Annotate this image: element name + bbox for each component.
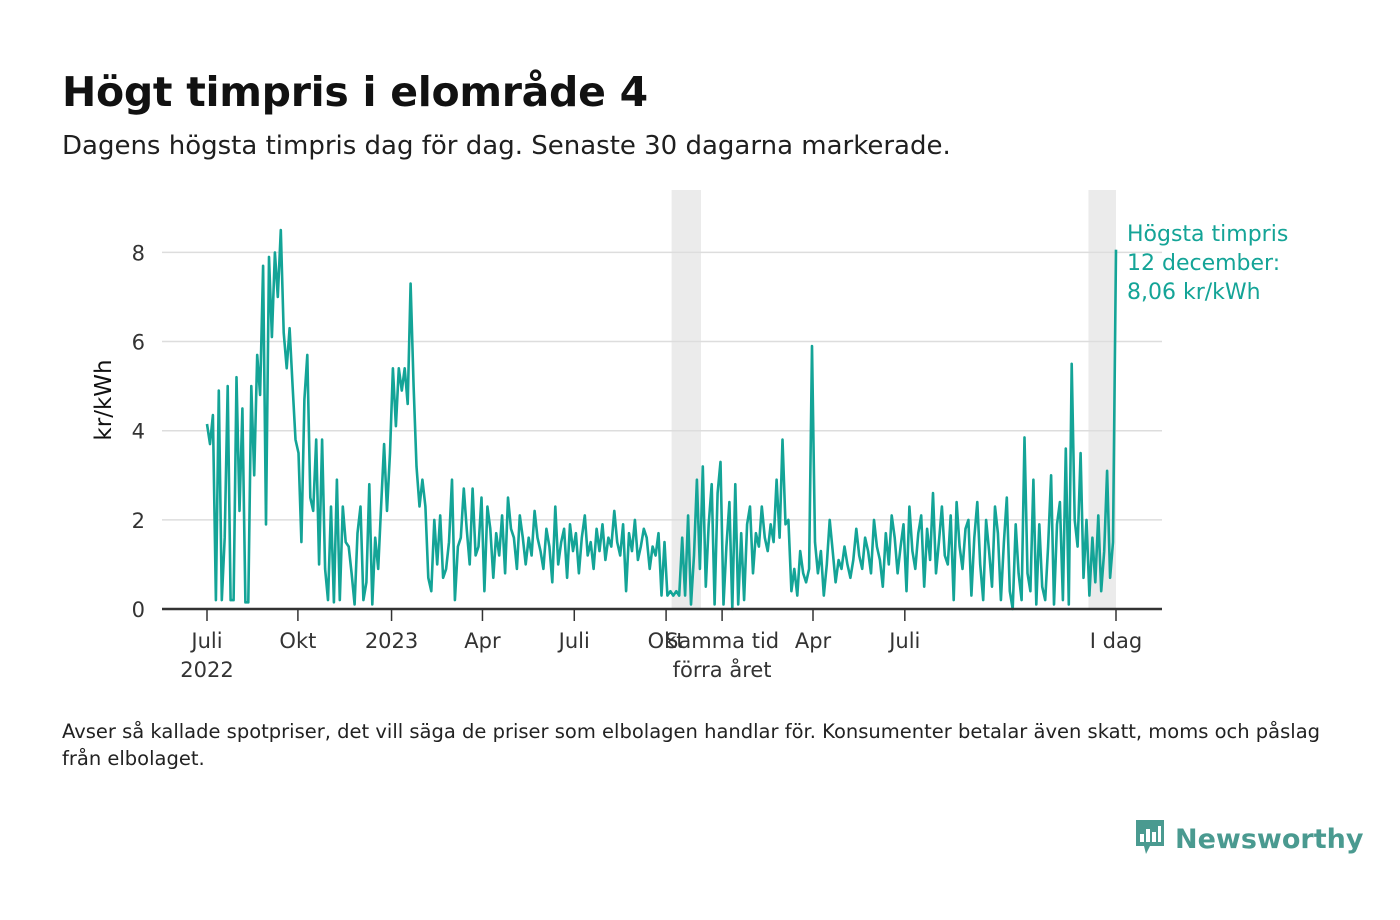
brand-name: Newsworthy — [1175, 823, 1364, 855]
x-tick-label: Apr — [464, 629, 501, 653]
annotation-line-2: 12 december: — [1127, 251, 1280, 276]
annotation-group: Högsta timpris 12 december: 8,06 kr/kWh — [1127, 222, 1288, 305]
y-tick-label: 0 — [132, 598, 145, 622]
chart-title: Högt timpris i elområde 4 — [62, 68, 648, 116]
brand-logo[interactable]: Newsworthy — [1133, 817, 1363, 861]
footnote: Avser så kallade spotpriser, det vill sä… — [62, 720, 1321, 770]
x-tick-label: Juli — [557, 629, 590, 653]
x-tick-label: Okt — [648, 629, 685, 653]
gridlines — [162, 251, 1162, 521]
y-axis-ticks: 0 2 4 6 8 — [132, 241, 145, 622]
x-tick-label: Juli — [189, 629, 222, 653]
series-group — [205, 228, 1118, 611]
series-line — [205, 228, 1118, 611]
x-tick-label-line2: 2022 — [180, 658, 233, 682]
x-tick-label: Samma tid — [665, 629, 779, 653]
newsworthy-logo-icon — [1133, 817, 1167, 861]
x-tick-label: Okt — [279, 629, 316, 653]
y-tick-label: 8 — [132, 241, 145, 265]
x-tick-label-line2: förra året — [673, 657, 772, 682]
annotation-line-1: Högsta timpris — [1127, 222, 1288, 247]
chart-subtitle: Dagens högsta timpris dag för dag. Senas… — [62, 131, 951, 161]
y-tick-label: 6 — [132, 331, 145, 355]
y-axis-label: kr/kWh — [91, 359, 117, 440]
annotation-line-3: 8,06 kr/kWh — [1127, 280, 1261, 305]
y-tick-label: 4 — [132, 420, 145, 444]
x-tick-label: I dag — [1090, 629, 1142, 653]
y-tick-label: 2 — [132, 509, 145, 533]
x-tick-label: 2023 — [365, 629, 418, 653]
x-tick-label: Apr — [795, 629, 832, 653]
x-tick-label: Juli — [887, 629, 920, 653]
